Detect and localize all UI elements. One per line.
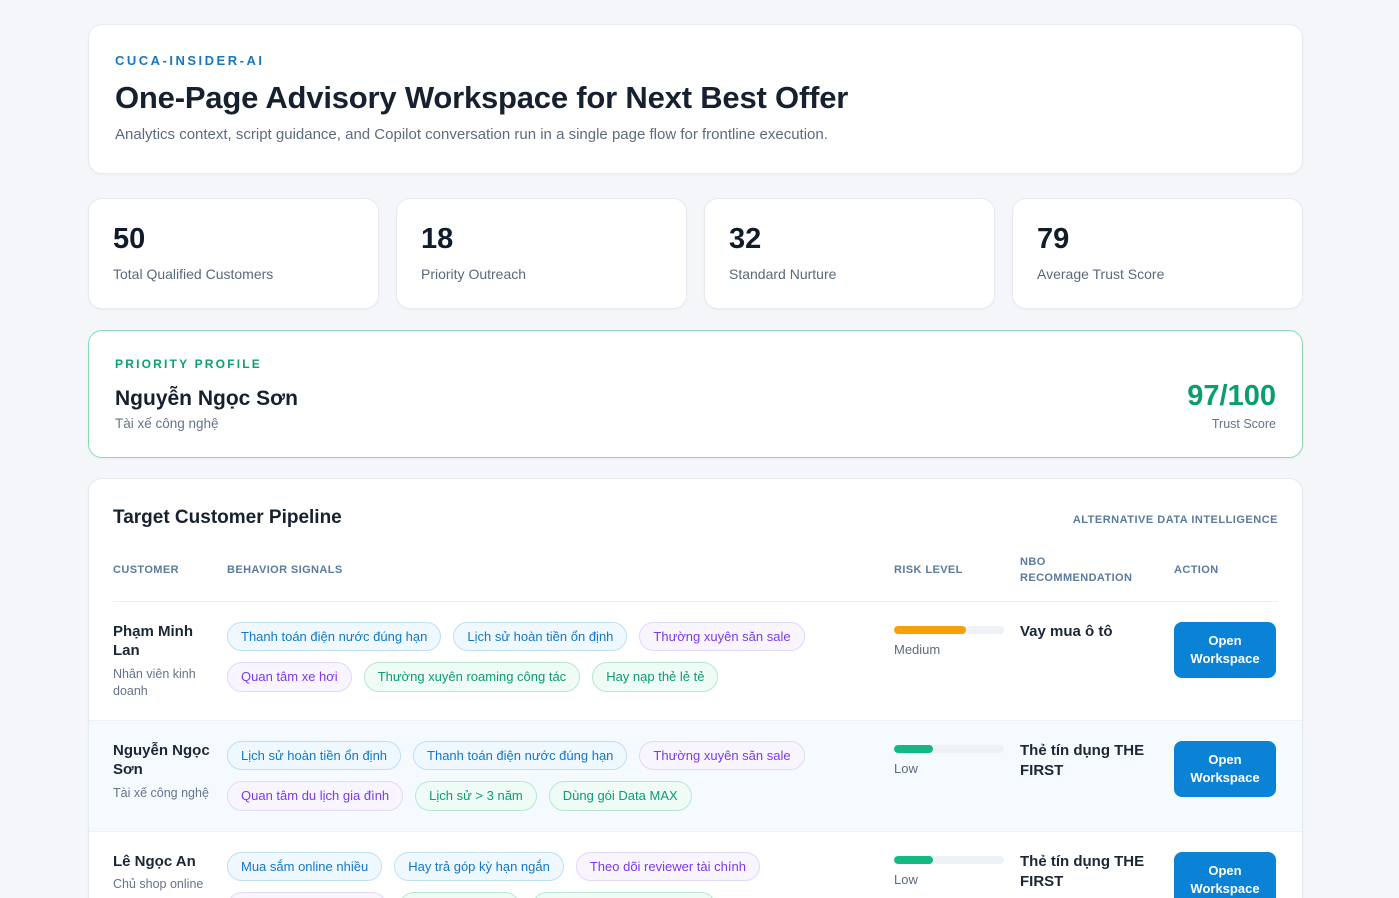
table-row: Phạm Minh Lan Nhân viên kinh doanh Thanh… <box>89 602 1302 721</box>
stat-label: Standard Nurture <box>729 266 837 282</box>
open-workspace-button[interactable]: Open Workspace <box>1174 740 1276 797</box>
priority-profile-occupation: Tài xế công nghệ <box>115 416 219 431</box>
trust-score-block: 97/100 Trust Score <box>1187 380 1276 431</box>
table-row: Lê Ngọc An Chủ shop online Mua sắm onlin… <box>89 832 1302 898</box>
risk-progress-fill <box>894 625 966 634</box>
behavior-signal-badge: Lịch sử > 3 năm <box>398 892 521 898</box>
stat-label: Priority Outreach <box>421 266 527 282</box>
stats-row: 50 Total Qualified Customers 18 Priority… <box>88 198 1303 309</box>
stat-value: 79 <box>1037 223 1070 255</box>
customer-cell: Phạm Minh Lan Nhân viên kinh doanh <box>113 622 213 700</box>
stat-card: 50 Total Qualified Customers <box>88 198 379 309</box>
stat-value: 32 <box>729 223 762 255</box>
customer-name: Lê Ngọc An <box>113 852 196 870</box>
page-title: One-Page Advisory Workspace for Next Bes… <box>115 80 849 115</box>
behavior-signals-cell: Thanh toán điện nước đúng hạn Lịch sử hoà… <box>227 621 880 700</box>
behavior-signal-badge: Lịch sử hoàn tiền ổn định <box>227 740 402 771</box>
column-header-risk-level: Risk Level <box>894 563 963 576</box>
risk-progress-fill <box>894 744 933 753</box>
behavior-signal-badge: Tìm hiểu mẹo tiết kiệm <box>227 892 387 898</box>
action-cell: Open Workspace <box>1174 851 1278 898</box>
stat-card: 32 Standard Nurture <box>704 198 995 309</box>
table-row: Nguyễn Ngọc Sơn Tài xế công nghệ Lịch sử… <box>89 720 1302 832</box>
customer-name: Nguyễn Ngọc Sơn <box>113 741 210 779</box>
stat-value: 50 <box>113 223 146 255</box>
trust-score-value: 97/100 <box>1187 380 1276 412</box>
customer-occupation: Tài xế công nghệ <box>113 785 209 800</box>
behavior-signal-badge: Lịch sử hoàn tiền ổn định <box>453 621 628 652</box>
customer-name: Phạm Minh Lan <box>113 622 194 660</box>
priority-profile-card: PRIORITY PROFILE Nguyễn Ngọc Sơn Tài xế … <box>88 330 1303 458</box>
behavior-signal-badge: Dùng gói Data MAX <box>548 781 692 811</box>
page-subtitle: Analytics context, script guidance, and … <box>115 126 828 143</box>
risk-progress-track <box>894 744 1004 753</box>
behavior-signal-badge: Thanh toán điện nước đúng hạn <box>413 740 628 771</box>
action-cell: Open Workspace <box>1174 621 1278 700</box>
pipeline-card: Target Customer Pipeline ALTERNATIVE DAT… <box>88 478 1303 898</box>
stat-value: 18 <box>421 223 454 255</box>
behavior-signal-badge: Thường xuyên săn sale <box>639 621 805 652</box>
stat-label: Average Trust Score <box>1037 266 1165 282</box>
customer-cell: Nguyễn Ngọc Sơn Tài xế công nghệ <box>113 741 213 811</box>
pipeline-header: Target Customer Pipeline ALTERNATIVE DAT… <box>113 507 1278 529</box>
table-header-row: Customer Behavior Signals Risk Level NBO… <box>113 529 1278 602</box>
column-header-action: Action <box>1174 563 1219 576</box>
app-eyebrow: CUCA-INSIDER-AI <box>115 53 265 68</box>
column-header-behavior-signals: Behavior Signals <box>227 563 343 576</box>
behavior-signal-badge: Theo dõi reviewer tài chính <box>575 851 760 882</box>
priority-profile-name: Nguyễn Ngọc Sơn <box>115 387 298 410</box>
behavior-signal-badge: Hay nạp thẻ lẻ tẻ <box>592 662 719 692</box>
priority-profile-left: PRIORITY PROFILE Nguyễn Ngọc Sơn Tài xế … <box>115 357 298 431</box>
table-body: Phạm Minh Lan Nhân viên kinh doanh Thanh… <box>89 602 1302 898</box>
stat-label: Total Qualified Customers <box>113 266 274 282</box>
page: CUCA-INSIDER-AI One-Page Advisory Worksp… <box>88 0 1303 898</box>
column-header-nbo-recommendation: NBO Recommendation <box>1020 556 1133 584</box>
behavior-signals-cell: Lịch sử hoàn tiền ổn định Thanh toán điện… <box>227 740 880 811</box>
behavior-signals-cell: Mua sắm online nhiều Hay trả góp kỳ hạn n… <box>227 851 880 898</box>
behavior-signal-badge: Lịch sử > 3 năm <box>415 781 537 811</box>
behavior-signal-badge: Ưu tiên gói gọi ngoại mạng <box>532 892 717 898</box>
risk-level-label: Low <box>894 760 918 776</box>
header-card: CUCA-INSIDER-AI One-Page Advisory Worksp… <box>88 24 1303 174</box>
action-cell: Open Workspace <box>1174 740 1278 811</box>
behavior-signal-badge: Thanh toán điện nước đúng hạn <box>227 621 442 652</box>
behavior-signal-badge: Thường xuyên săn sale <box>639 740 805 771</box>
risk-level-cell: Low <box>894 741 1006 811</box>
customer-occupation: Nhân viên kinh doanh <box>113 666 196 698</box>
risk-level-label: Medium <box>894 641 941 657</box>
column-header-customer: Customer <box>113 563 179 576</box>
pipeline-badge: ALTERNATIVE DATA INTELLIGENCE <box>1072 514 1278 526</box>
behavior-signal-badge: Thường xuyên roaming công tác <box>363 662 581 692</box>
open-workspace-button[interactable]: Open Workspace <box>1174 851 1276 898</box>
risk-progress-track <box>894 855 1004 864</box>
stat-card: 18 Priority Outreach <box>396 198 687 309</box>
behavior-signal-badge: Hay trả góp kỳ hạn ngắn <box>394 851 564 882</box>
risk-progress-fill <box>894 855 933 864</box>
behavior-signal-badge: Quan tâm xe hơi <box>227 662 352 692</box>
open-workspace-button[interactable]: Open Workspace <box>1174 621 1276 679</box>
pipeline-title: Target Customer Pipeline <box>113 507 342 528</box>
trust-score-label: Trust Score <box>1211 417 1276 431</box>
customer-cell: Lê Ngọc An Chủ shop online <box>113 852 213 898</box>
nbo-recommendation: Thẻ tín dụng THE FIRST <box>1020 741 1145 779</box>
risk-level-label: Low <box>894 871 918 887</box>
nbo-recommendation: Vay mua ô tô <box>1020 622 1113 640</box>
stat-card: 79 Average Trust Score <box>1012 198 1303 309</box>
risk-level-cell: Medium <box>894 622 1006 700</box>
risk-progress-track <box>894 625 1004 634</box>
nbo-recommendation: Thẻ tín dụng THE FIRST <box>1020 852 1145 890</box>
risk-level-cell: Low <box>894 852 1006 898</box>
customer-occupation: Chủ shop online <box>113 877 204 892</box>
behavior-signal-badge: Quan tâm du lịch gia đình <box>227 781 404 811</box>
priority-profile-eyebrow: PRIORITY PROFILE <box>115 357 262 371</box>
behavior-signal-badge: Mua sắm online nhiều <box>227 851 383 882</box>
